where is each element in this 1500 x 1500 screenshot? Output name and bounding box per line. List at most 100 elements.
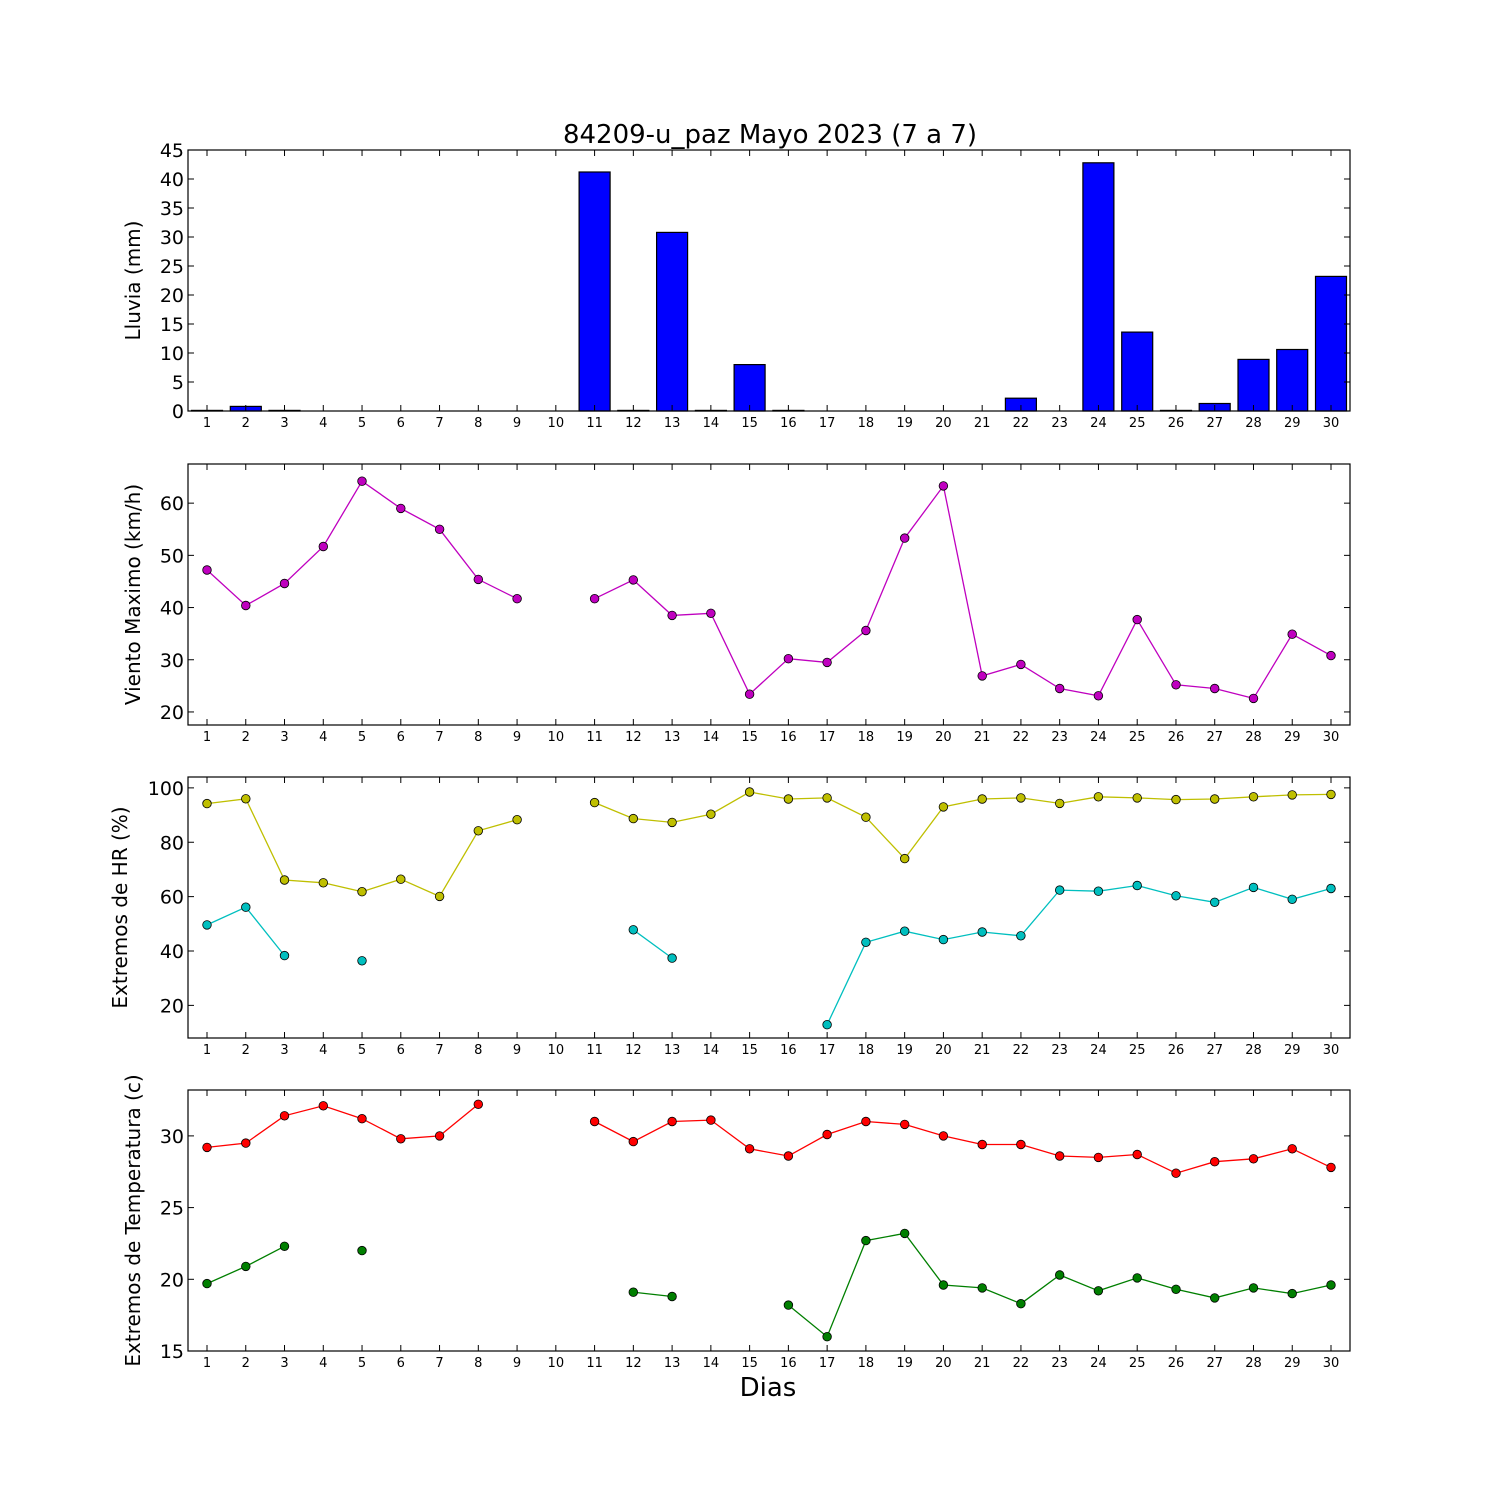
point-day-3 bbox=[279, 1241, 290, 1252]
point-day-2 bbox=[241, 902, 251, 912]
x-tick-label: 11 bbox=[586, 1043, 603, 1058]
series-2-1 bbox=[202, 476, 1336, 704]
point-day-1 bbox=[202, 1142, 212, 1153]
bar-day-28 bbox=[1237, 358, 1270, 412]
point-day-21 bbox=[977, 794, 987, 804]
point-day-14 bbox=[706, 1115, 716, 1125]
point-day-29 bbox=[1287, 790, 1297, 800]
point-day-21 bbox=[977, 671, 987, 681]
point-day-30 bbox=[1326, 789, 1336, 800]
point-day-25 bbox=[1132, 1273, 1142, 1283]
point-day-22 bbox=[1016, 659, 1026, 670]
x-tick-label: 16 bbox=[780, 1356, 797, 1371]
x-tick-label: 14 bbox=[703, 1356, 720, 1371]
series-line bbox=[206, 798, 518, 898]
point-day-13 bbox=[667, 953, 677, 963]
point-day-7 bbox=[434, 524, 445, 535]
x-tick-label: 28 bbox=[1245, 1043, 1262, 1058]
x-tick-label: 15 bbox=[741, 1043, 758, 1058]
point-day-12 bbox=[628, 1287, 639, 1297]
x-tick-label: 22 bbox=[1013, 1356, 1030, 1371]
x-tick-label: 16 bbox=[780, 730, 797, 745]
point-day-16 bbox=[783, 1151, 794, 1161]
x-tick-label: 12 bbox=[625, 416, 642, 431]
x-tick-label: 4 bbox=[319, 730, 327, 745]
x-tick-label: 6 bbox=[397, 1043, 405, 1058]
x-tick-label: 6 bbox=[397, 1356, 405, 1371]
x-tick-label: 23 bbox=[1051, 1356, 1068, 1371]
point-day-5 bbox=[357, 887, 367, 897]
x-tick-label: 13 bbox=[664, 1043, 681, 1058]
point-day-20 bbox=[938, 1280, 949, 1290]
y-tick-label: 60 bbox=[160, 887, 184, 909]
x-tick-label: 22 bbox=[1013, 416, 1030, 431]
x-tick-label: 29 bbox=[1284, 1356, 1301, 1371]
x-axis-label: Dias bbox=[740, 1373, 797, 1403]
point-day-9 bbox=[512, 815, 522, 825]
x-tick-label: 26 bbox=[1168, 1356, 1185, 1371]
point-day-17 bbox=[822, 1019, 832, 1030]
x-tick-label: 2 bbox=[242, 1043, 250, 1058]
point-day-11 bbox=[589, 1116, 600, 1127]
x-tick-label: 9 bbox=[513, 730, 521, 745]
y-tick-label: 15 bbox=[160, 314, 184, 336]
x-tick-label: 27 bbox=[1206, 1043, 1223, 1058]
point-day-8 bbox=[473, 574, 484, 585]
x-tick-label: 2 bbox=[242, 730, 250, 745]
series-line bbox=[787, 1232, 1332, 1338]
point-day-15 bbox=[744, 1144, 755, 1154]
x-tick-label: 20 bbox=[935, 1043, 952, 1058]
point-day-1 bbox=[202, 798, 212, 809]
x-tick-label: 14 bbox=[703, 416, 720, 431]
x-tick-label: 21 bbox=[974, 730, 991, 745]
x-tick-label: 24 bbox=[1090, 416, 1107, 431]
point-day-18 bbox=[861, 1235, 871, 1246]
x-tick-label: 28 bbox=[1245, 1356, 1262, 1371]
x-tick-label: 5 bbox=[358, 416, 366, 431]
x-tick-label: 11 bbox=[586, 730, 603, 745]
y-tick-label: 30 bbox=[160, 227, 184, 249]
x-tick-label: 3 bbox=[280, 1356, 288, 1371]
point-day-18 bbox=[861, 625, 871, 636]
point-day-1 bbox=[202, 920, 212, 930]
point-day-30 bbox=[1326, 1162, 1336, 1173]
x-tick-label: 25 bbox=[1129, 730, 1146, 745]
point-day-26 bbox=[1171, 1284, 1181, 1295]
x-tick-label: 24 bbox=[1090, 1356, 1107, 1371]
x-tick-label: 9 bbox=[513, 1356, 521, 1371]
y-tick-label: 100 bbox=[148, 778, 184, 800]
x-tick-label: 22 bbox=[1013, 1043, 1030, 1058]
x-tick-label: 29 bbox=[1284, 1043, 1301, 1058]
x-tick-label: 26 bbox=[1168, 416, 1185, 431]
x-tick-label: 12 bbox=[625, 730, 642, 745]
y-tick-label: 35 bbox=[160, 198, 184, 220]
x-tick-label: 7 bbox=[435, 416, 443, 431]
point-day-25 bbox=[1132, 1149, 1142, 1160]
point-day-1 bbox=[202, 1278, 212, 1289]
point-day-2 bbox=[241, 1138, 251, 1148]
x-tick-label: 2 bbox=[242, 416, 250, 431]
point-day-25 bbox=[1132, 793, 1142, 803]
point-day-24 bbox=[1093, 1152, 1104, 1163]
x-tick-label: 12 bbox=[625, 1356, 642, 1371]
x-tick-label: 5 bbox=[358, 1043, 366, 1058]
x-tick-label: 15 bbox=[741, 730, 758, 745]
x-tick-label: 14 bbox=[703, 730, 720, 745]
point-day-16 bbox=[783, 654, 794, 664]
point-day-24 bbox=[1093, 1286, 1104, 1296]
point-day-29 bbox=[1287, 629, 1297, 639]
point-day-7 bbox=[434, 1131, 445, 1141]
x-tick-label: 30 bbox=[1323, 1356, 1340, 1371]
y-tick-label: 0 bbox=[172, 401, 184, 423]
point-day-29 bbox=[1287, 894, 1297, 905]
point-day-8 bbox=[473, 1099, 484, 1110]
series-4-1 bbox=[202, 1099, 1336, 1178]
plot-frame bbox=[187, 463, 1351, 726]
point-day-23 bbox=[1054, 798, 1065, 809]
y-tick-label: 60 bbox=[160, 493, 184, 515]
point-day-17 bbox=[822, 1129, 832, 1140]
point-day-5 bbox=[357, 1113, 367, 1124]
